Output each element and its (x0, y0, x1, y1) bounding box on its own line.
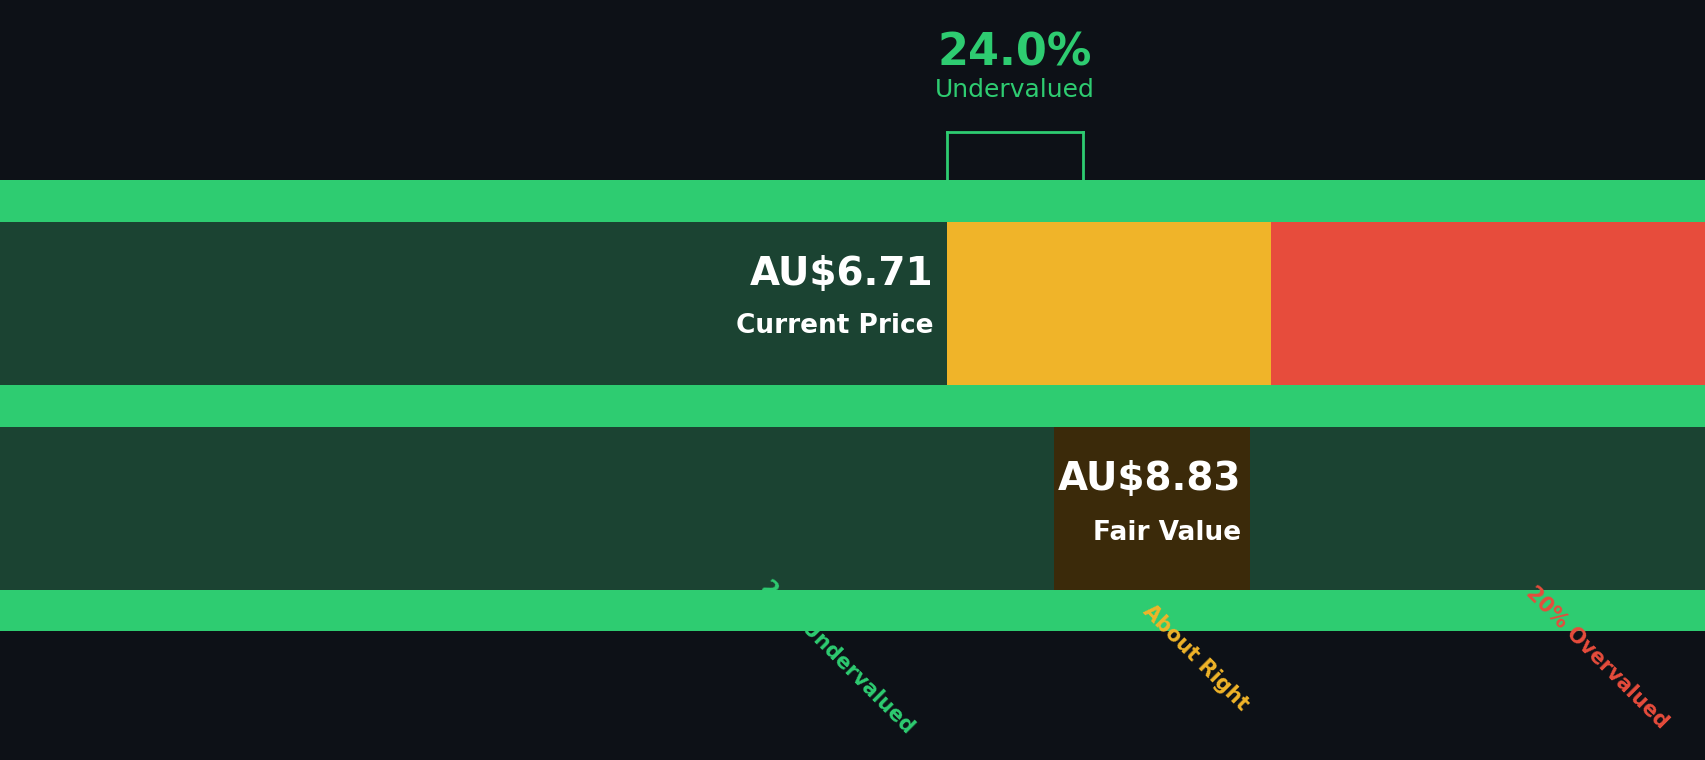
Bar (0, 426, 1705, 590)
Text: AU$6.71: AU$6.71 (748, 255, 933, 293)
Text: Fair Value: Fair Value (1093, 520, 1241, 546)
Bar (1054, 426, 1250, 590)
Text: 20% Undervalued: 20% Undervalued (757, 577, 917, 737)
Text: AU$8.83: AU$8.83 (1057, 460, 1241, 498)
Text: 20% Overvalued: 20% Overvalued (1521, 582, 1671, 732)
Bar (0, 590, 1705, 632)
Bar (0, 222, 946, 385)
Bar (946, 180, 1270, 632)
Text: Undervalued: Undervalued (934, 78, 1095, 102)
Text: Current Price: Current Price (735, 313, 933, 340)
Bar (0, 180, 1705, 222)
Text: 24.0%: 24.0% (938, 31, 1091, 74)
Bar (0, 180, 946, 632)
Bar (1270, 180, 1705, 632)
Bar (0, 385, 1705, 426)
Text: About Right: About Right (1139, 600, 1251, 714)
